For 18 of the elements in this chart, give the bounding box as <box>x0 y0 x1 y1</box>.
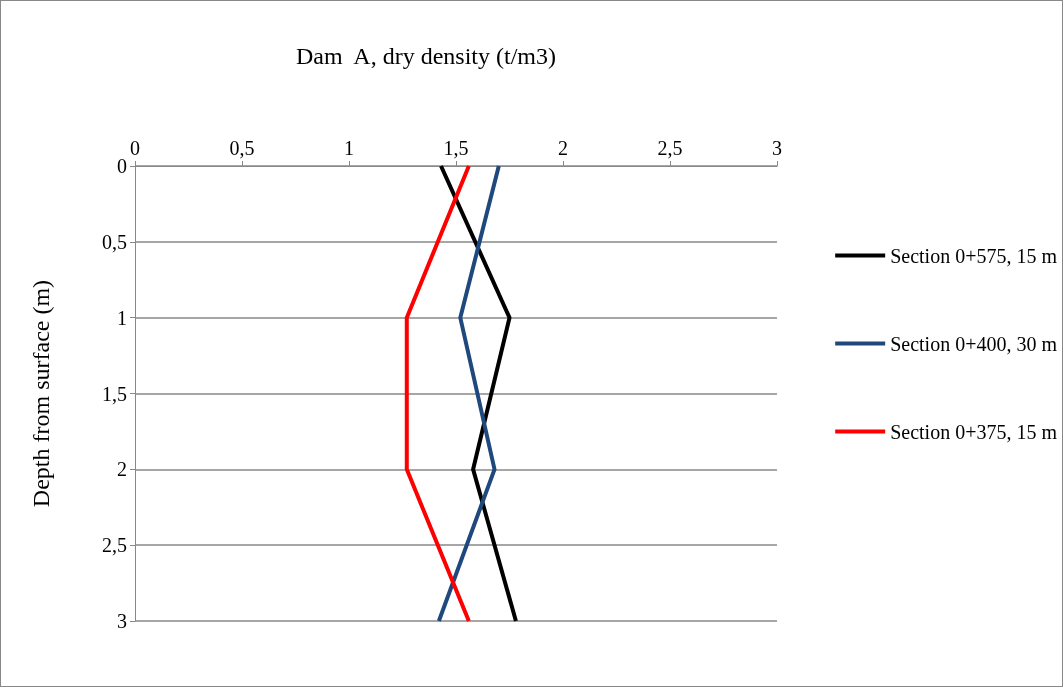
x-tick-label: 2 <box>558 137 568 159</box>
chart-title: Dam A, dry density (t/m3) <box>296 43 556 69</box>
y-tick-label: 1,5 <box>102 382 127 405</box>
legend-label: Section 0+375, 15 m <box>890 420 1058 443</box>
y-tick-label: 0,5 <box>102 230 127 253</box>
x-tick-label: 0,5 <box>229 137 255 159</box>
y-tick-label: 0 <box>117 155 127 177</box>
y-tick-label: 1 <box>117 306 127 329</box>
x-tick-label: 2,5 <box>657 137 683 159</box>
y-axis-title: Depth from surface (m) <box>28 279 54 508</box>
x-tick-label: 3 <box>772 137 782 159</box>
legend-label: Section 0+575, 15 m <box>890 244 1058 267</box>
y-tick-label: 2,5 <box>102 534 127 557</box>
y-tick-label: 2 <box>117 458 127 481</box>
x-tick-label: 1,5 <box>443 137 469 159</box>
legend-label: Section 0+400, 30 m <box>890 332 1058 355</box>
y-tick-label: 3 <box>117 610 127 632</box>
x-tick-label: 1 <box>344 137 354 159</box>
